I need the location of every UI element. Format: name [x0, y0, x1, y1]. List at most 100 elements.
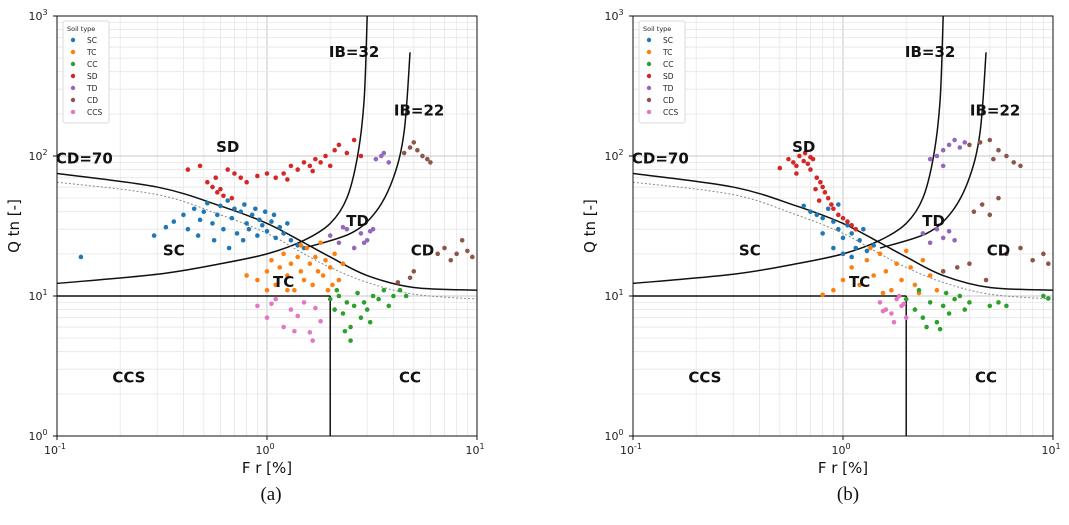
data-point-sd [213, 175, 219, 180]
data-point-td [351, 245, 357, 251]
data-point-ccs [281, 324, 286, 330]
data-point-sc [253, 206, 258, 212]
data-point-sc [264, 228, 270, 234]
data-point-sd [205, 179, 210, 185]
data-point-sc [831, 219, 836, 224]
data-point-td [946, 142, 952, 148]
data-point-cc [342, 328, 348, 334]
y-tick-label: 103 [604, 8, 623, 23]
data-point-cd [1030, 257, 1035, 263]
data-point-sd [840, 215, 846, 221]
data-point-sd [318, 160, 323, 165]
data-point-td [378, 153, 384, 159]
data-point-tc [288, 261, 294, 267]
legend: Soil type SC TC CC SD TD CD CCS [638, 20, 686, 124]
data-point-sc [871, 243, 876, 248]
data-point-tc [871, 273, 876, 278]
data-point-ccs [255, 303, 260, 309]
legend-label-td: TD [662, 84, 674, 93]
data-point-cd [967, 261, 972, 267]
data-point-tc [264, 287, 270, 293]
legend-label-cd: CD [663, 96, 674, 105]
x-axis-label: F r [%] [242, 459, 292, 477]
legend-label-sd: SD [87, 72, 98, 81]
data-point-cd [415, 147, 420, 153]
data-point-sc [244, 221, 249, 226]
annotation-cd: CD [411, 241, 434, 259]
legend-label-ccs: CCS [87, 108, 102, 117]
data-point-sc [845, 222, 850, 228]
data-point-tc [307, 261, 313, 267]
annotation-cd-70: CD=70 [56, 150, 113, 168]
boundary-ib32 [57, 16, 368, 285]
data-point-tc [883, 269, 889, 274]
data-point-cc [920, 315, 926, 320]
data-point-cd [470, 254, 475, 260]
legend-box [62, 20, 110, 124]
x-axis-label: F r [%] [818, 459, 868, 477]
data-point-cd [940, 269, 946, 274]
data-point-cd [971, 209, 977, 215]
data-point-sd [358, 153, 364, 159]
data-point-tc [903, 248, 909, 254]
data-point-tc [831, 287, 836, 293]
data-point-cc [351, 303, 357, 309]
data-point-tc [899, 277, 904, 283]
data-point-tc [864, 257, 870, 263]
data-point-cd [428, 160, 433, 165]
data-point-cd [991, 156, 996, 162]
data-point-td [344, 226, 350, 232]
data-point-tc [325, 287, 331, 293]
data-point-sd [849, 222, 854, 228]
annotation-cc: CC [975, 368, 997, 386]
data-point-sd [829, 202, 834, 207]
data-point-sc [78, 254, 84, 260]
legend-label-sd: SD [663, 72, 674, 81]
data-point-sd [351, 137, 357, 143]
data-point-tc [920, 257, 926, 263]
data-point-tc [332, 251, 337, 257]
annotation-tc: TC [849, 273, 870, 291]
data-point-tc [277, 265, 283, 270]
legend-marker-ccs [70, 109, 76, 115]
data-point-cd [1011, 160, 1017, 165]
y-tick-label: 103 [28, 8, 47, 23]
data-point-sd [853, 226, 859, 232]
data-point-sc [840, 235, 846, 241]
data-point-cd [996, 195, 1001, 201]
data-point-sd [301, 160, 307, 165]
data-point-sd [831, 206, 836, 212]
data-point-sd [288, 163, 294, 169]
data-point-tc [295, 254, 300, 260]
data-point-cd [407, 145, 413, 150]
data-point-cc [370, 293, 376, 299]
legend-marker-cc [646, 61, 652, 67]
legend-marker-cd [646, 97, 652, 103]
data-point-sd [232, 171, 237, 176]
y-tick-label: 100 [604, 428, 623, 443]
caption-a: (a) [260, 484, 282, 505]
data-point-ccs [894, 296, 899, 302]
data-point-ccs [877, 300, 883, 305]
data-point-tc [889, 287, 894, 293]
data-point-sd [797, 153, 802, 159]
annotation-ib-32: IB=32 [329, 43, 379, 61]
data-point-td [934, 226, 940, 232]
data-point-sc [229, 215, 235, 221]
data-point-cc [376, 296, 381, 302]
data-point-ccs [889, 311, 894, 316]
legend-marker-sc [646, 37, 652, 43]
data-point-sd [777, 165, 783, 171]
data-point-cd [442, 245, 447, 251]
data-point-sc [215, 212, 220, 218]
data-point-tc [820, 292, 825, 298]
data-point-sd [229, 195, 235, 201]
data-point-sc [249, 212, 255, 218]
data-point-td [336, 240, 342, 246]
data-point-td [358, 231, 364, 236]
data-point-td [367, 228, 373, 234]
data-point-sd [185, 167, 191, 172]
data-point-sd [323, 153, 328, 159]
data-point-cc [934, 319, 940, 325]
data-point-cc [364, 307, 370, 312]
